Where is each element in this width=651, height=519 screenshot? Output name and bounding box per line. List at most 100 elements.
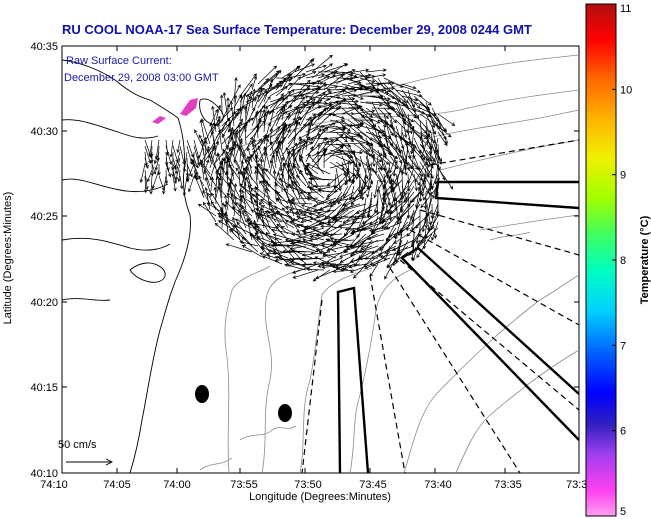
current-vector	[221, 157, 227, 187]
current-vector	[425, 113, 436, 135]
current-vector	[241, 205, 253, 223]
current-vector	[420, 185, 439, 209]
current-vector	[311, 140, 330, 163]
current-vector	[311, 150, 326, 169]
current-vector	[193, 169, 198, 181]
current-vector	[359, 77, 376, 83]
current-vector	[203, 140, 208, 169]
current-vector	[367, 197, 373, 219]
current-vector	[193, 145, 201, 166]
current-vector	[382, 179, 397, 197]
current-vector	[246, 147, 253, 163]
current-vector	[227, 142, 236, 169]
colorbar-tick-label: 11	[620, 3, 631, 15]
current-vector	[227, 126, 234, 145]
current-vector	[413, 173, 418, 192]
current-vector	[419, 95, 432, 106]
current-vector	[301, 251, 331, 257]
current-vector	[311, 107, 327, 127]
current-vector	[437, 131, 448, 147]
current-vector	[416, 233, 433, 259]
current-vector	[305, 122, 311, 151]
x-axis: 74:10 74:05 74:00 73:55 73:50 73:45 73:4…	[40, 46, 587, 491]
current-vector	[344, 173, 355, 186]
current-vector	[307, 153, 325, 175]
current-vector	[365, 155, 371, 172]
current-vector	[317, 105, 335, 121]
current-vector	[216, 175, 223, 205]
current-vector	[371, 155, 382, 171]
current-vector	[202, 201, 217, 223]
current-vector	[379, 251, 403, 259]
current-vector	[293, 120, 299, 145]
current-vector	[275, 96, 289, 109]
current-vector	[350, 227, 373, 235]
current-vector	[371, 227, 391, 235]
current-vector	[311, 128, 325, 151]
current-vector	[323, 74, 345, 91]
current-vector	[275, 114, 290, 133]
current-vector	[299, 257, 325, 262]
current-vector	[368, 227, 385, 233]
current-vector	[329, 237, 349, 241]
current-vector	[200, 162, 217, 187]
current-vector	[257, 108, 263, 133]
current-vector	[284, 219, 301, 229]
current-vector	[251, 88, 256, 109]
x-tick-label: 73:40	[424, 479, 452, 491]
current-vector	[179, 145, 186, 166]
current-vector	[401, 83, 417, 90]
current-vector	[186, 145, 193, 165]
current-vector	[209, 115, 221, 139]
current-vector	[309, 235, 325, 241]
current-vector	[185, 169, 190, 183]
current-vector	[239, 203, 247, 223]
current-vector	[383, 245, 403, 254]
current-vector	[230, 178, 241, 199]
current-vector	[396, 245, 415, 253]
current-vector	[202, 190, 211, 205]
current-vector	[437, 125, 452, 138]
current-vector	[358, 173, 367, 195]
current-vector	[352, 257, 373, 279]
colorbar-tick-label: 6	[620, 426, 626, 438]
current-vector	[309, 216, 337, 229]
current-vector	[311, 91, 326, 109]
current-vector	[308, 209, 337, 216]
current-vector	[177, 169, 181, 183]
current-vector	[267, 210, 277, 223]
current-vector	[281, 207, 295, 223]
current-vector	[365, 101, 391, 105]
current-vector	[219, 94, 224, 115]
x-tick-label: 73:3	[566, 479, 587, 491]
current-vector	[193, 139, 200, 159]
current-vector	[198, 175, 205, 193]
current-vector	[209, 140, 220, 169]
current-vector	[228, 147, 241, 169]
current-vector	[227, 181, 235, 211]
current-vector	[287, 138, 303, 163]
current-vector	[245, 93, 250, 115]
current-vector	[199, 119, 205, 139]
x-tick-label: 73:50	[294, 479, 322, 491]
current-vector	[382, 215, 397, 222]
current-vector	[209, 176, 214, 199]
current-vector	[162, 175, 167, 195]
current-vector	[285, 205, 301, 211]
y-tick-label: 40:10	[30, 468, 58, 480]
current-vector	[269, 105, 293, 121]
current-vector	[203, 122, 215, 145]
current-vector	[210, 192, 223, 211]
current-vector	[293, 84, 311, 103]
current-vector	[420, 143, 427, 159]
current-vector	[365, 88, 385, 93]
current-vector	[227, 157, 235, 181]
plot-area: Raw Surface Current: December 29, 2008 0…	[58, 45, 580, 474]
current-vector	[209, 129, 222, 151]
current-vector	[341, 141, 370, 145]
current-vector	[295, 174, 307, 187]
current-vector	[301, 230, 319, 235]
current-vector	[377, 107, 389, 120]
current-vector	[222, 91, 229, 121]
current-vector	[353, 101, 374, 118]
